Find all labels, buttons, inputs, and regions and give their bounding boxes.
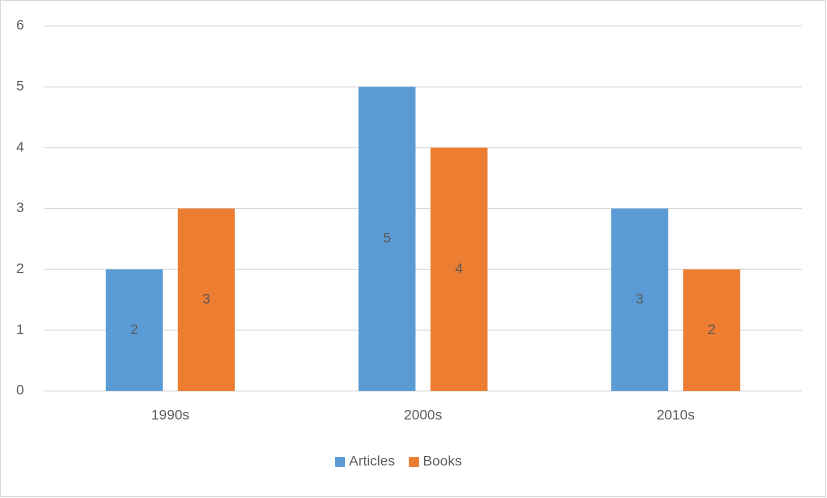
y-tick-label: 2 — [16, 260, 24, 276]
data-label: 2 — [130, 321, 138, 337]
bar — [430, 147, 488, 391]
y-tick-label: 6 — [16, 17, 24, 33]
x-tick-label: 2010s — [657, 407, 695, 423]
data-label: 3 — [202, 290, 210, 306]
bar — [358, 86, 416, 391]
legend-label: Articles — [349, 453, 395, 469]
bar — [611, 208, 669, 391]
legend-swatch — [408, 457, 419, 467]
x-tick-label: 1990s — [151, 407, 189, 423]
bar — [105, 269, 163, 391]
y-tick-label: 0 — [16, 382, 24, 398]
y-tick-label: 3 — [16, 199, 24, 215]
legend-label: Books — [423, 453, 462, 469]
y-tick-label: 1 — [16, 321, 24, 337]
data-label: 3 — [636, 290, 644, 306]
bar — [177, 208, 235, 391]
data-label: 4 — [455, 260, 463, 276]
data-label: 2 — [708, 321, 716, 337]
legend-swatch — [335, 457, 345, 467]
data-label: 5 — [383, 230, 391, 246]
y-tick-label: 4 — [16, 138, 24, 154]
bar — [683, 269, 741, 391]
x-tick-label: 2000s — [404, 407, 442, 423]
y-tick-label: 5 — [16, 78, 24, 94]
